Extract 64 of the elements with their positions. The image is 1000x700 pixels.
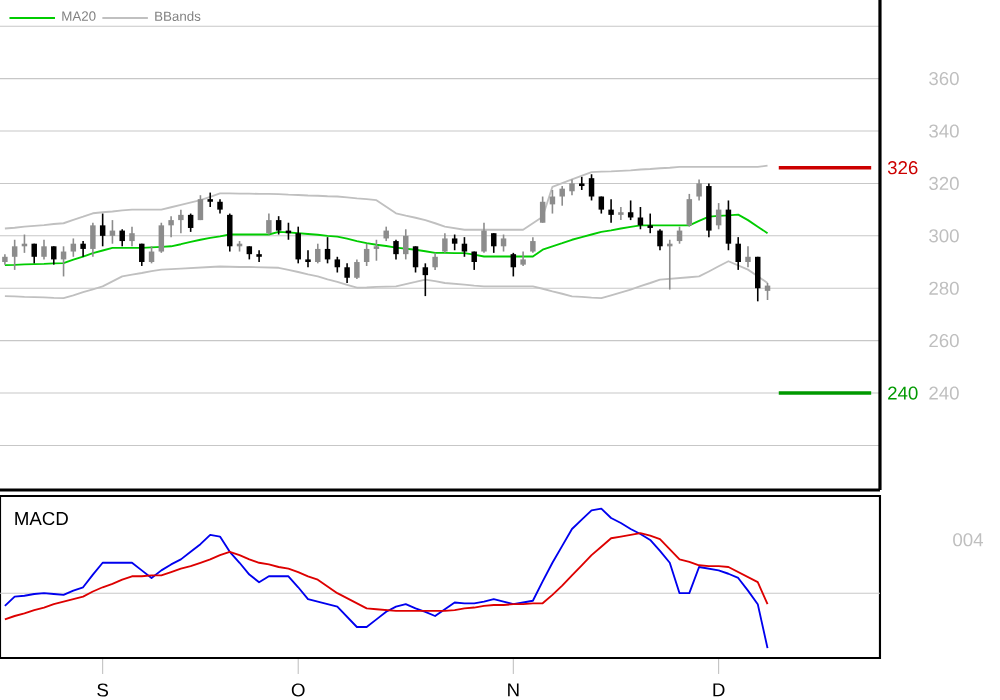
candlestick xyxy=(129,225,135,248)
candlestick xyxy=(745,245,751,269)
candlestick xyxy=(344,262,350,284)
candlestick xyxy=(539,195,546,224)
candlestick xyxy=(393,238,399,261)
candlestick xyxy=(608,198,614,224)
ref-line-label: 326 xyxy=(887,161,918,175)
candlestick xyxy=(158,221,165,254)
candlestick xyxy=(696,178,702,202)
candlestick xyxy=(70,237,77,258)
candlestick xyxy=(363,242,370,267)
x-tick-label: O xyxy=(291,683,305,697)
candlestick xyxy=(579,176,585,191)
candlestick xyxy=(403,228,409,261)
candlestick xyxy=(227,212,233,253)
candlestick xyxy=(315,242,321,265)
x-tick-label: D xyxy=(713,683,725,697)
candlestick xyxy=(461,236,468,258)
candlestick xyxy=(178,208,184,234)
x-tick-label: N xyxy=(508,683,519,697)
candlestick xyxy=(618,206,624,221)
y-tick-label: 260 xyxy=(929,334,959,348)
candlestick xyxy=(275,215,282,236)
candlestick xyxy=(510,252,517,278)
candlestick xyxy=(11,238,18,271)
candlestick xyxy=(305,249,311,269)
candlestick xyxy=(588,173,595,202)
ref-line-label: 240 xyxy=(888,386,918,400)
candlestick xyxy=(755,255,761,303)
candlestick xyxy=(168,215,174,238)
candlestick xyxy=(207,191,213,208)
candlestick xyxy=(187,212,194,233)
chart-title: MACD xyxy=(15,511,68,526)
candlestick xyxy=(735,236,741,271)
y-tick-label: 360 xyxy=(929,72,959,86)
candlestick xyxy=(637,206,644,231)
candlestick xyxy=(197,194,204,221)
candlestick xyxy=(686,193,693,228)
candlestick xyxy=(725,199,732,252)
candlestick xyxy=(481,221,487,254)
candlestick xyxy=(412,245,419,274)
candlestick xyxy=(706,182,712,238)
candlestick xyxy=(295,225,301,265)
y-tick-label: 300 xyxy=(929,229,959,243)
candlestick xyxy=(41,238,47,261)
y-tick-label: 280 xyxy=(929,281,959,295)
candlestick xyxy=(99,212,106,248)
candlestick xyxy=(647,212,653,234)
text: 004 xyxy=(953,533,983,547)
candlestick xyxy=(559,185,565,207)
candlestick xyxy=(266,212,272,236)
candlestick xyxy=(354,258,360,280)
candlestick xyxy=(90,221,96,258)
y-tick-label: 240 xyxy=(929,386,959,400)
y-tick-label: 340 xyxy=(929,124,959,138)
candlestick xyxy=(491,232,497,254)
candlestick xyxy=(657,228,663,252)
candlestick xyxy=(256,249,262,263)
candlestick xyxy=(373,238,380,262)
candlestick xyxy=(442,232,448,254)
x-tick-label: S xyxy=(97,683,109,697)
candlestick xyxy=(51,245,57,266)
y-tick-label: 320 xyxy=(929,176,959,191)
candlestick xyxy=(422,262,429,297)
